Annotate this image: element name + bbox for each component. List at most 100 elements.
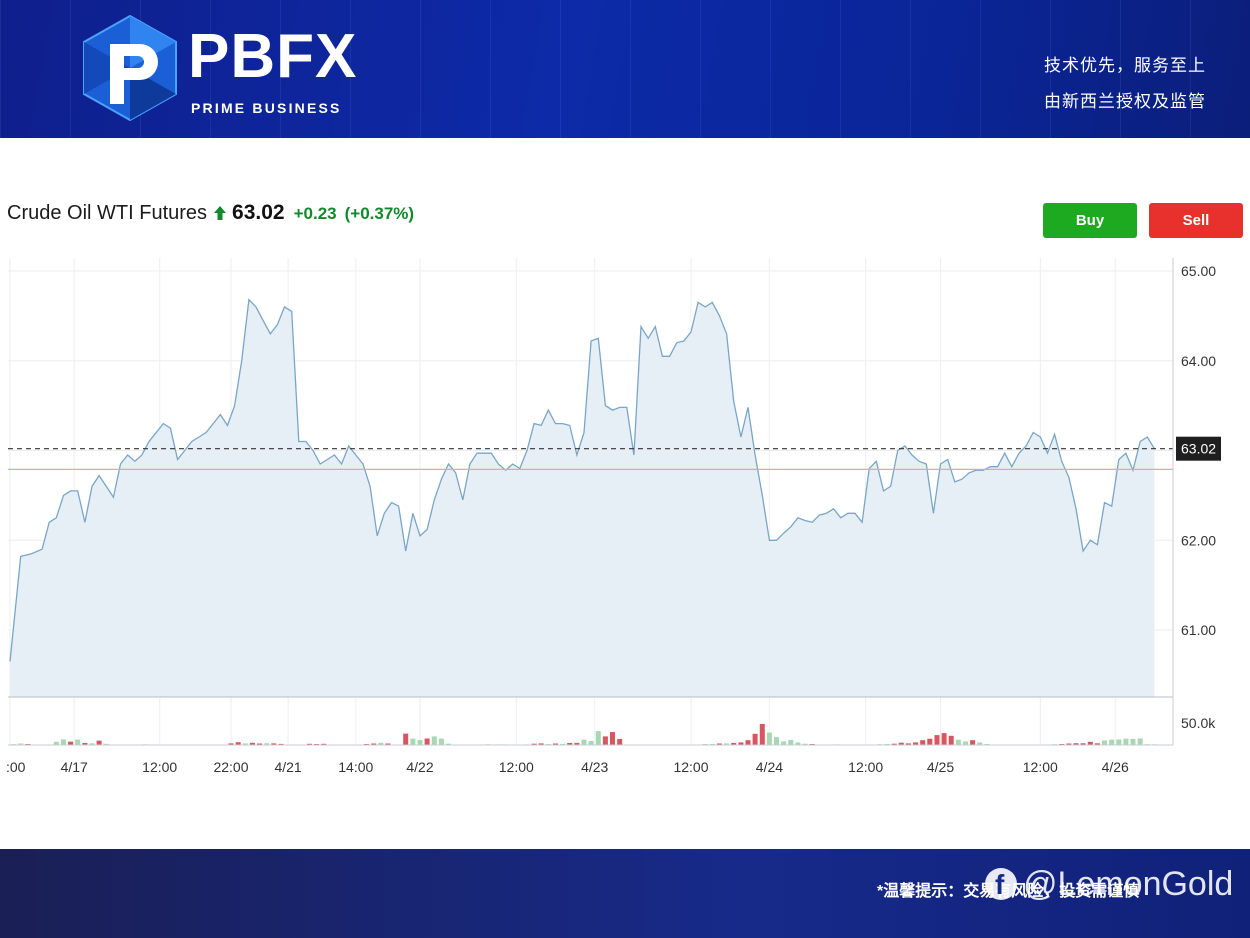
volume-bar [53,741,59,745]
volume-bar [745,740,751,745]
volume-bar [553,743,558,745]
price-change-percent: (+0.37%) [344,204,415,223]
pbfx-logo-icon [83,14,177,122]
facebook-icon: f [985,868,1017,900]
volume-bar [610,732,615,745]
volume-bar [898,742,904,745]
volume-bar [1137,738,1143,745]
x-tick-label: 12:00 [848,759,883,775]
price-change: +0.23 [293,204,337,223]
brand-header: PBFX PRIME BUSINESS 技术优先，服务至上 由新西兰授权及监管 [0,0,1250,138]
volume-bar [617,738,623,745]
watermark: f @LemonGold [985,863,1233,905]
volume-bar [228,743,234,746]
x-tick-label: :00 [6,759,26,775]
volume-bar [1123,738,1129,745]
header-grid-decoration [0,0,1250,138]
volume-bar [431,736,437,745]
x-tick-label: 4/25 [927,759,954,775]
volume-bar [1130,738,1136,745]
footer-bar: *温馨提示：交易有风险，投资需谨慎 f @LemonGold [0,849,1250,938]
volume-bar [75,739,81,745]
volume-bar [795,742,801,745]
y-tick-label: 62.00 [1181,532,1216,548]
up-arrow-icon [214,206,227,220]
last-price: 63.02 [232,201,285,224]
volume-bar [1080,743,1086,745]
volume-bar [567,743,573,745]
volume-bar [1109,739,1115,745]
volume-bar [724,743,730,746]
slogan-line-1: 技术优先，服务至上 [1044,56,1206,75]
volume-bar [18,743,24,745]
chart-axes: 65.00 64.00 62.00 61.00 50.0k 63.02:00 4/17 12:… [6,258,1221,775]
volume-bar [1094,743,1100,745]
volume-bar [913,742,919,745]
buy-button[interactable]: Buy [1043,203,1137,238]
volume-bar [307,743,312,745]
price-line [9,298,1155,662]
volume-bar [438,738,444,745]
volume-bar [759,723,765,745]
x-tick-label: 4/17 [61,759,88,775]
volume-bar [963,741,968,745]
last-price-tag-label: 63.02 [1181,441,1216,457]
slogan-line-2: 由新西兰授权及监管 [1044,92,1206,111]
x-tick-label: 12:00 [673,759,708,775]
volume-bar [264,743,270,745]
watermark-handle: @LemonGold [1023,864,1234,903]
volume-bar [446,743,451,745]
volume-bars [11,723,1157,746]
x-tick-label: 12:00 [1023,759,1058,775]
instrument-quote-header: Crude Oil WTI Futures 63.02 +0.23 (+0.37… [7,201,414,229]
volume-bar [905,743,911,746]
instrument-name[interactable]: Crude Oil WTI Futures [7,202,208,224]
volume-bar [61,739,66,745]
x-tick-label: 4/22 [406,759,433,775]
x-tick-label: 4/24 [756,759,783,775]
volume-bar [941,733,947,745]
volume-bar [1102,740,1107,745]
volume-bar [378,742,384,745]
volume-bar [1087,741,1093,745]
y-tick-label: 64.00 [1181,353,1216,369]
volume-bar [68,741,74,745]
volume-bar [781,741,787,745]
volume-bar [588,741,594,745]
x-tick-label: 14:00 [338,759,373,775]
y-tick-label: 65.00 [1181,263,1216,279]
volume-bar [752,733,758,745]
volume-bar [96,740,102,745]
volume-bar [403,733,409,745]
x-tick-label: 12:00 [499,759,534,775]
volume-bar [531,743,537,745]
reference-lines [8,448,1173,470]
volume-bar [235,742,241,745]
volume-bar [581,739,587,745]
volume-bar [574,742,580,745]
price-area-fill [10,299,1155,697]
price-area [9,298,1155,697]
volume-bar [774,737,779,745]
y-tick-label: 61.00 [1181,622,1216,638]
volume-bar [717,743,722,745]
price-chart[interactable]: 65.00 64.00 62.00 61.00 50.0k 63.02:00 4/17 12:… [0,250,1250,780]
sell-button[interactable]: Sell [1149,203,1243,238]
brand-tagline: PRIME BUSINESS [191,100,342,116]
volume-bar [934,735,940,745]
volume-bar [278,743,284,745]
x-tick-label: 4/26 [1102,759,1129,775]
volume-bar [82,742,88,745]
volume-bar [385,743,391,745]
volume-bar [948,735,954,745]
volume-bar [955,739,961,745]
volume-bar [242,743,248,745]
x-tick-label: 12:00 [142,759,177,775]
volume-bar [766,732,772,745]
volume-bar [977,742,983,745]
volume-bar [424,738,430,745]
volume-bar [410,738,416,745]
volume-bar [1073,743,1079,745]
brand-name: PBFX [188,22,358,91]
volume-bar [731,742,737,745]
